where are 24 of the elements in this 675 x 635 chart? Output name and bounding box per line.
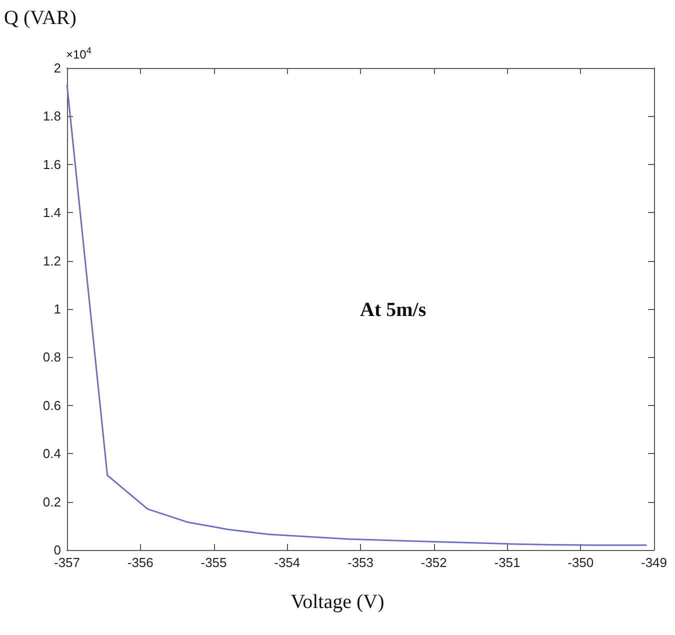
y-tick-label: 2	[54, 60, 61, 76]
x-tick-label: -352	[420, 555, 447, 570]
y-axis-title: Q (VAR)	[4, 7, 76, 29]
x-tick-label: -349	[640, 555, 668, 570]
y-tick-label: 0.6	[42, 398, 61, 413]
y-tick-label: 1	[54, 302, 61, 316]
y-tick-label: 1.2	[42, 253, 61, 268]
y-tick-label: 0.4	[42, 446, 61, 462]
x-tick-label: -351	[494, 555, 520, 570]
x-tick-label: -354	[274, 555, 300, 570]
x-axis-title: Voltage (V)	[290, 591, 384, 613]
line-series	[66, 84, 648, 546]
annotation: At 5m/s	[360, 299, 426, 321]
y-tick-label: 0	[54, 542, 61, 558]
y-tick-label: 1.6	[42, 156, 61, 172]
y-tick-label: 1.8	[42, 108, 61, 124]
y-tick-label: 0.8	[42, 350, 61, 365]
x-tick-label: -350	[568, 555, 594, 570]
x-tick-label: -356	[127, 555, 154, 570]
y-tick-label: 1.4	[42, 205, 61, 220]
x-tick-label: -353	[347, 555, 374, 570]
y-tick-label: 0.2	[42, 494, 61, 510]
x-tick-label: -355	[200, 555, 227, 570]
x-tick-label: -357	[54, 555, 80, 570]
